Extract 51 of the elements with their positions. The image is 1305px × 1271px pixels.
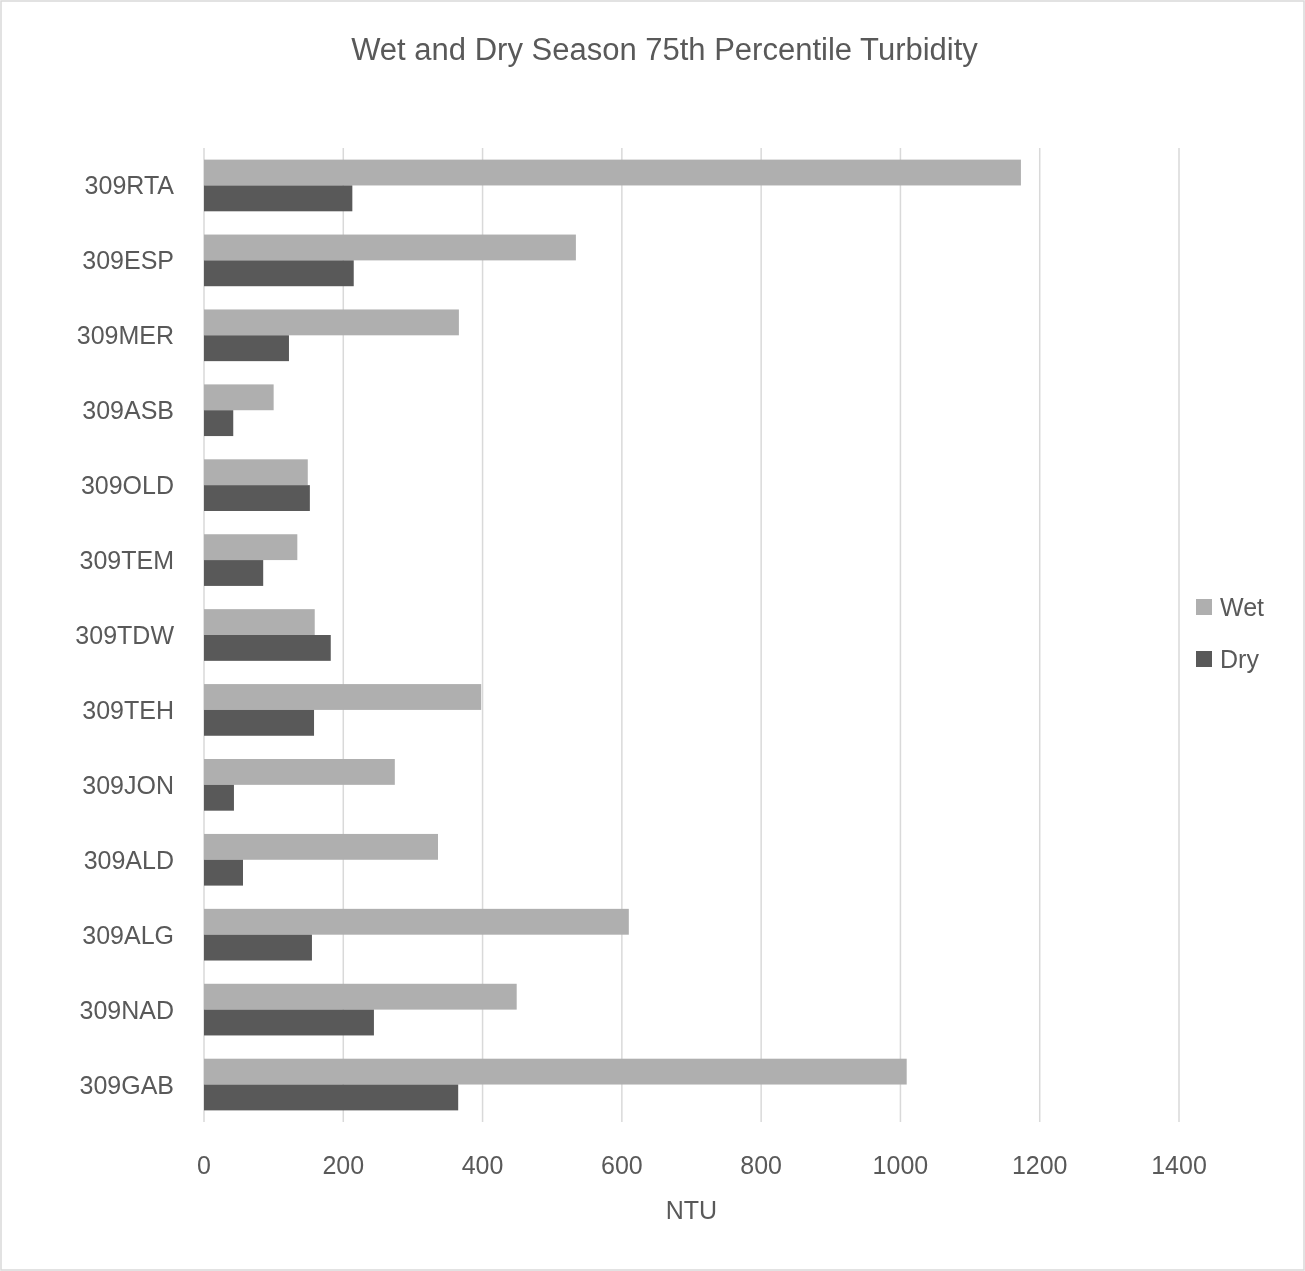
- x-tick-label: 1000: [872, 1151, 929, 1179]
- bar: [204, 560, 264, 586]
- bar: [204, 1009, 374, 1036]
- x-axis-title: NTU: [665, 1196, 718, 1224]
- bar: [204, 635, 331, 661]
- y-tick-label: 309NAD: [79, 995, 174, 1024]
- legend-label: Dry: [1220, 645, 1260, 673]
- y-tick-label: 309TDW: [75, 621, 175, 649]
- bar: [204, 485, 310, 511]
- bar: [204, 185, 353, 212]
- bar: [204, 260, 354, 287]
- y-tick-label: 309ALD: [83, 845, 174, 874]
- y-tick-label: 309ALG: [82, 920, 174, 949]
- bar: [204, 833, 438, 860]
- y-tick-label: 309TEH: [82, 695, 174, 724]
- bar: [204, 459, 308, 486]
- x-tick-label: 0: [197, 1151, 211, 1179]
- y-tick-label: 309GAB: [79, 1070, 174, 1099]
- y-tick-label: 309MER: [76, 321, 174, 350]
- y-tick-label: 309TEM: [79, 546, 174, 575]
- y-tick-label: 309ASB: [82, 396, 174, 425]
- x-tick-label: 600: [601, 1151, 643, 1179]
- bar: [204, 784, 234, 811]
- bar: [204, 534, 298, 561]
- bar: [204, 159, 1021, 186]
- x-tick-label: 1400: [1151, 1151, 1207, 1179]
- bar: [204, 1058, 907, 1085]
- legend-label: Wet: [1220, 593, 1265, 621]
- bar: [204, 759, 395, 785]
- bar: [204, 859, 243, 886]
- bar: [204, 384, 274, 411]
- bar: [204, 983, 517, 1010]
- y-tick-label: 309RTA: [84, 171, 175, 200]
- y-tick-label: 309JON: [82, 770, 174, 799]
- bar: [204, 1084, 459, 1111]
- bar: [204, 335, 289, 362]
- bar: [204, 934, 312, 961]
- x-tick-label: 1200: [1011, 1151, 1068, 1179]
- y-tick-label: 309OLD: [80, 471, 174, 500]
- bar: [204, 410, 234, 437]
- bar: [204, 684, 482, 710]
- bar: [204, 234, 576, 261]
- bar: [204, 709, 315, 736]
- bar: [204, 609, 315, 635]
- y-tick-label: 309ESP: [82, 246, 174, 275]
- chart-title: Wet and Dry Season 75th Percentile Turbidity: [351, 32, 979, 67]
- x-tick-label: 800: [740, 1151, 782, 1179]
- bar: [204, 309, 459, 336]
- bar: [204, 908, 629, 935]
- x-tick-label: 400: [461, 1151, 504, 1179]
- x-tick-label: 200: [322, 1151, 365, 1179]
